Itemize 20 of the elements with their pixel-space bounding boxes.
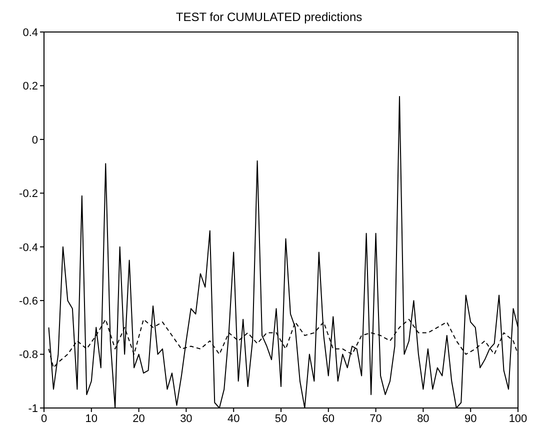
x-tick-label: 50 (274, 412, 288, 425)
x-tick-label: 20 (132, 412, 145, 425)
x-tick-label: 90 (464, 412, 477, 425)
y-tick-label: 0.4 (22, 26, 38, 39)
x-tick-label: 100 (508, 412, 528, 425)
x-tick-label: 40 (227, 412, 240, 425)
y-tick-label: -0.8 (19, 349, 38, 362)
y-tick-label: -0.6 (19, 295, 38, 308)
x-tick-label: 70 (370, 412, 382, 425)
x-tick-label: 80 (417, 412, 430, 425)
x-tick-label: 60 (322, 412, 335, 425)
y-tick-label: 0.2 (22, 80, 38, 93)
y-tick-label: -1 (28, 402, 38, 415)
chart-title: TEST for CUMULATED predictions (174, 9, 364, 26)
y-tick-label: -0.2 (19, 188, 38, 200)
x-tick-label: 10 (85, 412, 98, 425)
x-tick-label: 0 (40, 412, 48, 425)
x-tick-label: 30 (180, 412, 192, 425)
y-tick-label: -0.4 (19, 242, 38, 254)
y-tick-label: 0 (32, 134, 38, 146)
